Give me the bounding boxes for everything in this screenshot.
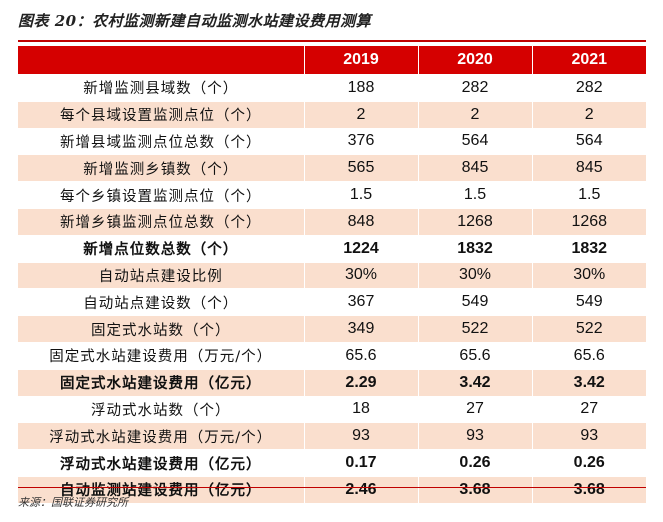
row-label: 自动站点建设数（个） (18, 288, 304, 316)
value-cell: 349 (303, 315, 418, 343)
value-cell: 282 (531, 74, 646, 102)
table-row: 固定式水站数（个） 349 522 522 (18, 315, 646, 343)
value-cell: 565 (303, 154, 418, 182)
header-cell: 2020 (417, 46, 532, 75)
table-row: 新增监测乡镇数（个） 565 845 845 (18, 154, 646, 182)
table-row: 浮动式水站建设费用（亿元） 0.17 0.26 0.26 (18, 449, 646, 477)
value-cell: 3.68 (417, 475, 532, 503)
table-row: 自动站点建设数（个） 367 549 549 (18, 288, 646, 316)
table-row: 新增监测县域数（个） 188 282 282 (18, 74, 646, 102)
table-row: 自动站点建设比例 30% 30% 30% (18, 261, 646, 289)
header-cell: 2019 (303, 46, 418, 75)
table-row: 浮动式水站数（个） 18 27 27 (18, 395, 646, 423)
value-cell: 30% (417, 261, 532, 289)
title-divider (18, 40, 646, 42)
table-row: 新增乡镇监测点位总数（个） 848 1268 1268 (18, 207, 646, 236)
value-cell: 367 (303, 288, 418, 316)
value-cell: 1.5 (531, 181, 646, 209)
value-cell: 93 (417, 422, 532, 450)
value-cell: 1.5 (303, 181, 418, 209)
table-row: 新增点位数总数（个） 1224 1832 1832 (18, 234, 646, 263)
value-cell: 1224 (303, 234, 418, 263)
value-cell: 0.17 (303, 449, 418, 477)
header-cell (18, 46, 304, 75)
value-cell: 2 (531, 100, 646, 129)
value-cell: 3.42 (531, 368, 646, 397)
row-label: 自动站点建设比例 (18, 261, 304, 289)
table-body: 新增监测县域数（个） 188 282 282 每个县域设置监测点位（个） 2 2 2 新增县域监… (18, 74, 646, 503)
value-cell: 65.6 (417, 341, 532, 370)
bottom-divider (18, 487, 646, 488)
table-row: 每个乡镇设置监测点位（个） 1.5 1.5 1.5 (18, 181, 646, 209)
value-cell: 3.68 (531, 475, 646, 503)
table-row: 自动监测站建设费用（亿元） 2.46 3.68 3.68 (18, 475, 646, 503)
value-cell: 0.26 (417, 449, 532, 477)
value-cell: 845 (417, 154, 532, 182)
value-cell: 1832 (531, 234, 646, 263)
table-row: 浮动式水站建设费用（万元/个） 93 93 93 (18, 422, 646, 450)
value-cell: 376 (303, 127, 418, 155)
value-cell: 30% (531, 261, 646, 289)
value-cell: 522 (417, 315, 532, 343)
value-cell: 65.6 (531, 341, 646, 370)
value-cell: 65.6 (303, 341, 418, 370)
value-cell: 2.29 (303, 368, 418, 397)
value-cell: 522 (531, 315, 646, 343)
row-label: 新增乡镇监测点位总数（个） (18, 207, 304, 236)
cost-estimate-table: 2019 2020 2021 新增监测县域数（个） 188 282 282 每个县域设置… (18, 46, 646, 503)
value-cell: 3.42 (417, 368, 532, 397)
figure-title: 图表 20：农村监测新建自动监测水站建设费用测算 (18, 12, 372, 30)
table-row: 固定式水站建设费用（万元/个） 65.6 65.6 65.6 (18, 341, 646, 370)
value-cell: 848 (303, 207, 418, 236)
value-cell: 93 (303, 422, 418, 450)
value-cell: 93 (531, 422, 646, 450)
header-cell: 2021 (531, 46, 646, 75)
row-label: 固定式水站建设费用（亿元） (18, 368, 304, 397)
value-cell: 2.46 (303, 475, 418, 503)
value-cell: 845 (531, 154, 646, 182)
row-label: 新增监测县域数（个） (18, 74, 304, 102)
row-label: 新增点位数总数（个） (18, 234, 304, 263)
row-label: 浮动式水站建设费用（亿元） (18, 449, 304, 477)
value-cell: 30% (303, 261, 418, 289)
row-label: 固定式水站数（个） (18, 315, 304, 343)
value-cell: 1268 (417, 207, 532, 236)
value-cell: 27 (417, 395, 532, 423)
row-label: 每个县域设置监测点位（个） (18, 100, 304, 129)
value-cell: 188 (303, 74, 418, 102)
row-label: 固定式水站建设费用（万元/个） (18, 341, 304, 370)
row-label: 新增监测乡镇数（个） (18, 154, 304, 182)
value-cell: 0.26 (531, 449, 646, 477)
value-cell: 1832 (417, 234, 532, 263)
source-note: 来源：国联证券研究所 (18, 496, 128, 509)
table-row: 固定式水站建设费用（亿元） 2.29 3.42 3.42 (18, 368, 646, 397)
value-cell: 549 (417, 288, 532, 316)
row-label: 每个乡镇设置监测点位（个） (18, 181, 304, 209)
header-row: 2019 2020 2021 (18, 46, 646, 75)
value-cell: 2 (303, 100, 418, 129)
value-cell: 564 (531, 127, 646, 155)
value-cell: 18 (303, 395, 418, 423)
row-label: 浮动式水站建设费用（万元/个） (18, 422, 304, 450)
value-cell: 549 (531, 288, 646, 316)
row-label: 浮动式水站数（个） (18, 395, 304, 423)
row-label: 新增县域监测点位总数（个） (18, 127, 304, 155)
value-cell: 27 (531, 395, 646, 423)
table-row: 新增县域监测点位总数（个） 376 564 564 (18, 127, 646, 155)
value-cell: 282 (417, 74, 532, 102)
value-cell: 2 (417, 100, 532, 129)
row-label: 自动监测站建设费用（亿元） (18, 475, 304, 503)
value-cell: 564 (417, 127, 532, 155)
value-cell: 1.5 (417, 181, 532, 209)
value-cell: 1268 (531, 207, 646, 236)
table-row: 每个县域设置监测点位（个） 2 2 2 (18, 100, 646, 129)
